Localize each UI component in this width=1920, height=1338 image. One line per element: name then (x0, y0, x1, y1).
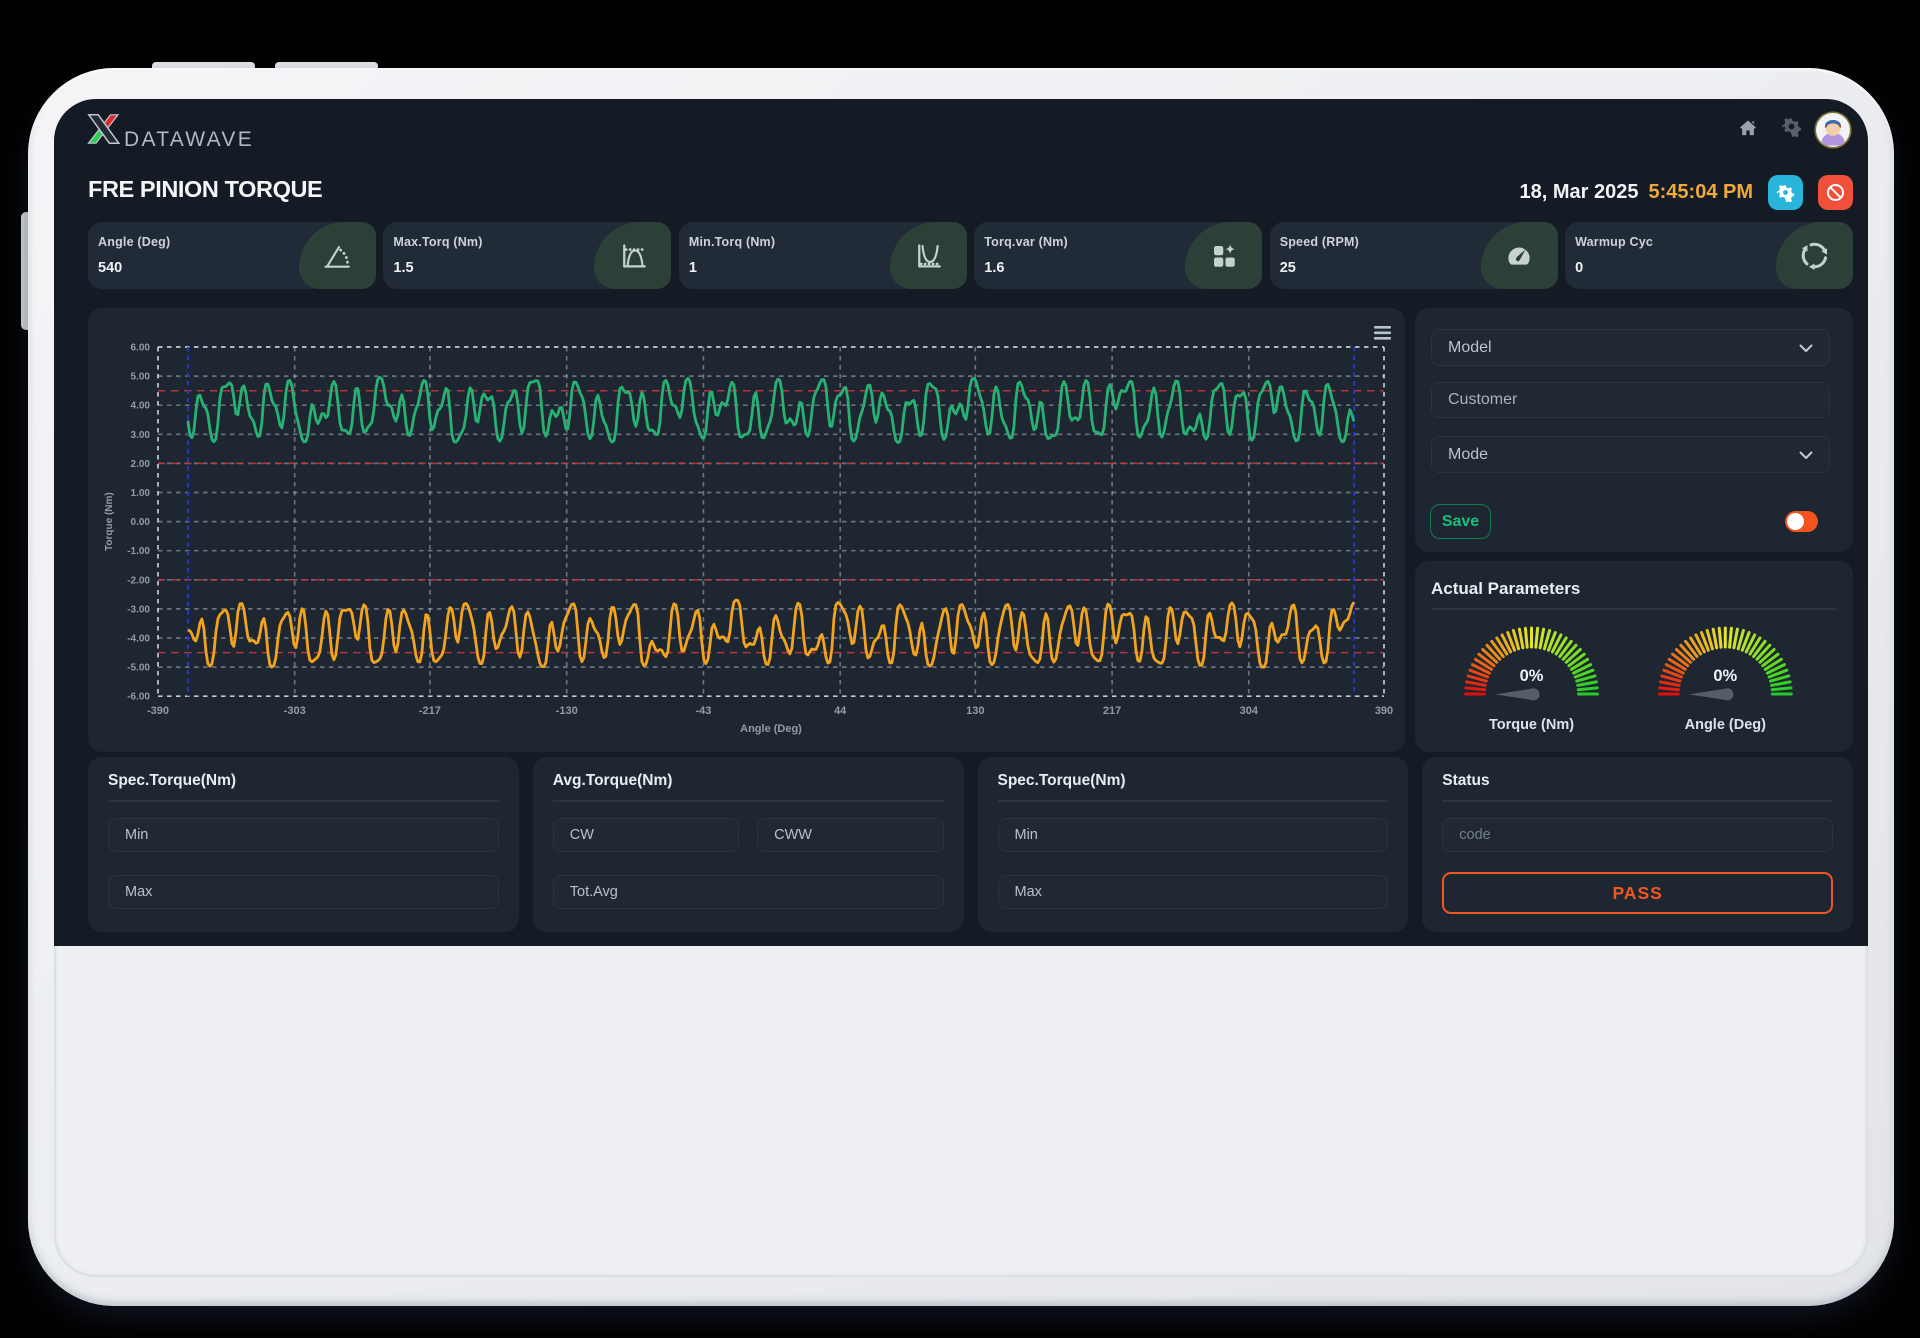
svg-text:-4.00: -4.00 (127, 634, 150, 645)
svg-text:-303: -303 (284, 705, 306, 717)
svg-text:4.00: 4.00 (131, 401, 151, 412)
svg-text:Torque (Nm): Torque (Nm) (1489, 717, 1574, 733)
svg-text:Angle (Deg): Angle (Deg) (1685, 717, 1767, 733)
svg-text:0.00: 0.00 (131, 517, 151, 528)
svg-text:304: 304 (1240, 705, 1259, 717)
svg-text:2.00: 2.00 (131, 459, 151, 470)
svg-text:0%: 0% (1713, 667, 1737, 685)
svg-text:44: 44 (834, 705, 847, 717)
svg-text:-43: -43 (695, 705, 711, 717)
svg-text:5.00: 5.00 (131, 372, 151, 383)
svg-text:130: 130 (966, 705, 984, 717)
svg-text:1.00: 1.00 (131, 488, 151, 499)
svg-text:-390: -390 (147, 705, 169, 717)
svg-text:-5.00: -5.00 (127, 663, 150, 674)
svg-text:217: 217 (1103, 705, 1121, 717)
svg-text:-3.00: -3.00 (127, 604, 150, 615)
svg-text:-217: -217 (419, 705, 441, 717)
svg-text:-2.00: -2.00 (127, 575, 150, 586)
svg-text:-130: -130 (556, 705, 578, 717)
svg-text:-6.00: -6.00 (127, 692, 150, 703)
svg-text:390: 390 (1375, 705, 1393, 717)
svg-text:Angle (Deg): Angle (Deg) (740, 723, 802, 735)
svg-text:0%: 0% (1520, 667, 1544, 685)
svg-text:-1.00: -1.00 (127, 546, 150, 557)
svg-text:Torque (Nm): Torque (Nm) (104, 492, 115, 551)
svg-text:3.00: 3.00 (131, 430, 151, 441)
svg-text:6.00: 6.00 (131, 343, 151, 354)
